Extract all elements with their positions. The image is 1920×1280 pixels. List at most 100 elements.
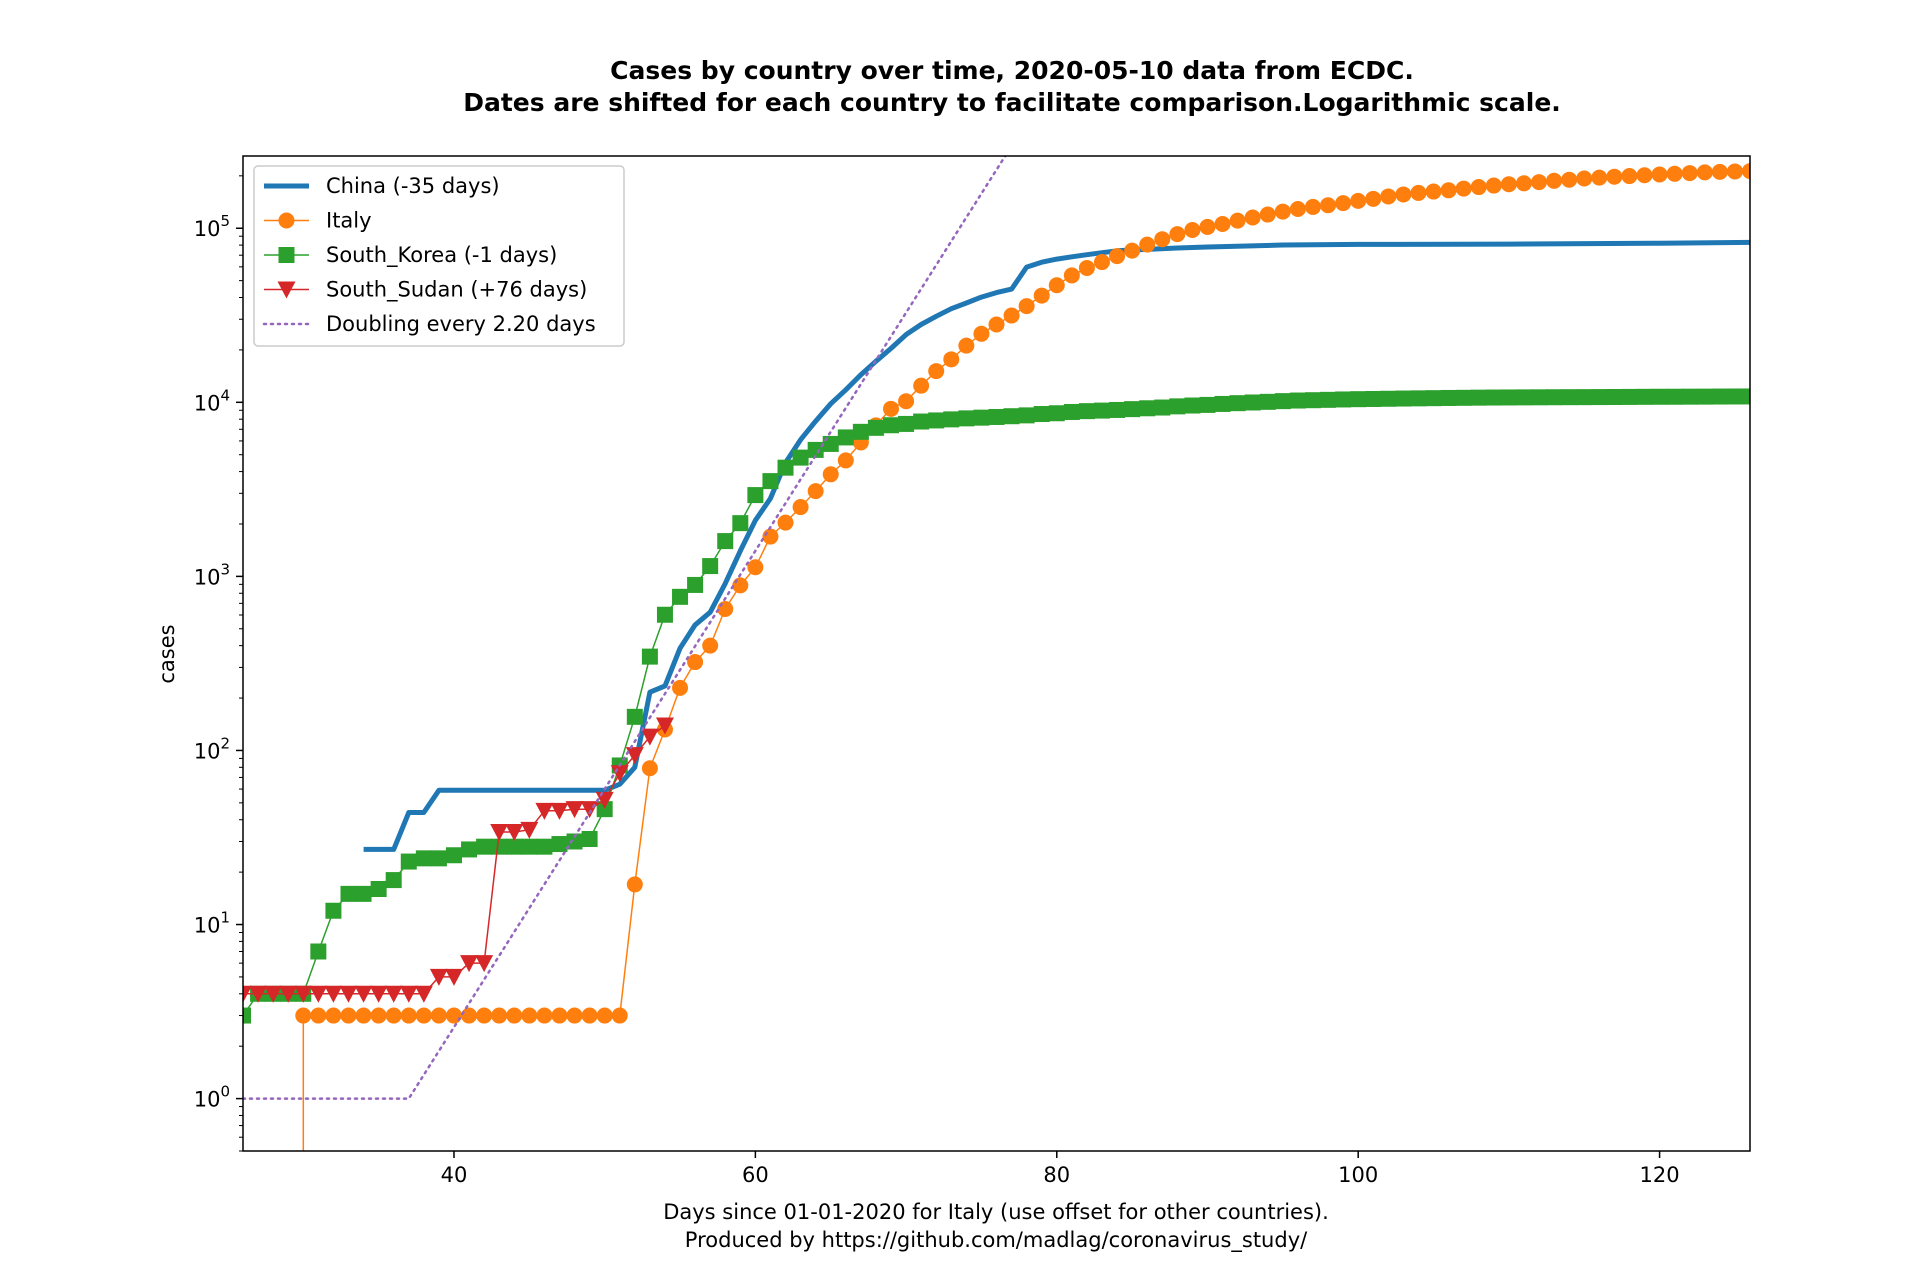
data-point bbox=[1500, 389, 1517, 406]
data-point bbox=[717, 600, 734, 617]
data-point bbox=[1109, 401, 1126, 418]
data-point bbox=[898, 415, 915, 432]
data-point bbox=[1742, 163, 1750, 180]
data-point bbox=[1078, 403, 1095, 420]
plot-area bbox=[242, 155, 1751, 1152]
data-point bbox=[672, 679, 689, 696]
data-point bbox=[1561, 171, 1578, 188]
data-point bbox=[1470, 389, 1487, 406]
data-point bbox=[1666, 165, 1683, 182]
data-point bbox=[536, 1007, 553, 1024]
data-point bbox=[747, 559, 764, 576]
data-point bbox=[672, 588, 689, 605]
data-point bbox=[1289, 392, 1306, 409]
data-point bbox=[1546, 389, 1563, 406]
data-point bbox=[414, 985, 433, 1003]
data-point bbox=[1365, 190, 1382, 207]
data-point bbox=[595, 791, 614, 809]
data-point bbox=[1726, 163, 1743, 180]
data-point bbox=[354, 985, 373, 1003]
x-tick-label: 60 bbox=[742, 1163, 769, 1187]
data-point bbox=[566, 1007, 583, 1024]
legend-item: South_Sudan (+76 days) bbox=[264, 278, 587, 303]
data-point bbox=[491, 838, 508, 855]
data-point bbox=[325, 1007, 342, 1024]
data-point bbox=[415, 1007, 432, 1024]
data-point bbox=[551, 836, 568, 853]
data-point bbox=[1726, 388, 1743, 405]
data-point bbox=[445, 847, 462, 864]
data-point bbox=[655, 717, 674, 735]
data-point bbox=[400, 1007, 417, 1024]
data-point bbox=[928, 412, 945, 429]
data-point bbox=[1259, 393, 1276, 410]
data-point bbox=[626, 876, 643, 893]
data-point bbox=[1380, 188, 1397, 205]
data-point bbox=[476, 838, 493, 855]
data-point bbox=[243, 1007, 251, 1024]
data-point bbox=[370, 880, 387, 897]
data-point bbox=[551, 1007, 568, 1024]
data-point bbox=[1033, 287, 1050, 304]
data-point bbox=[385, 872, 402, 889]
data-point bbox=[1169, 398, 1186, 415]
data-point bbox=[243, 985, 252, 1003]
data-point bbox=[883, 417, 900, 434]
data-point bbox=[1184, 222, 1201, 239]
data-point bbox=[444, 968, 463, 986]
legend-item: China (-35 days) bbox=[264, 174, 500, 198]
data-point bbox=[279, 985, 298, 1003]
data-point bbox=[898, 393, 915, 410]
data-point bbox=[460, 955, 479, 973]
data-point bbox=[1335, 195, 1352, 212]
data-point bbox=[294, 985, 313, 1003]
data-point bbox=[837, 452, 854, 469]
data-point bbox=[310, 1007, 327, 1024]
data-point bbox=[656, 606, 673, 623]
data-point bbox=[429, 968, 448, 986]
data-point bbox=[475, 955, 494, 973]
data-point bbox=[883, 400, 900, 417]
legend-marker bbox=[277, 281, 296, 299]
data-point bbox=[385, 1007, 402, 1024]
data-point bbox=[1289, 201, 1306, 218]
data-point bbox=[958, 410, 975, 427]
data-point bbox=[340, 885, 357, 902]
y-tick-label: 103 bbox=[194, 560, 230, 589]
legend-frame bbox=[253, 165, 625, 347]
data-point bbox=[943, 411, 960, 428]
data-point bbox=[1380, 390, 1397, 407]
data-point bbox=[852, 423, 869, 440]
data-point bbox=[1531, 389, 1548, 406]
data-point bbox=[1124, 401, 1141, 418]
series-doubling-every-2-20-days bbox=[243, 156, 1007, 1100]
data-point bbox=[1636, 167, 1653, 184]
x-tick-label: 80 bbox=[1043, 1163, 1070, 1187]
data-point bbox=[476, 1007, 493, 1024]
data-point bbox=[1214, 395, 1231, 412]
data-point bbox=[1606, 388, 1623, 405]
data-point bbox=[1320, 197, 1337, 214]
data-point bbox=[867, 419, 884, 436]
data-point bbox=[581, 830, 598, 847]
data-point bbox=[943, 351, 960, 368]
data-point bbox=[762, 528, 779, 545]
data-point bbox=[596, 1007, 613, 1024]
legend-label: Doubling every 2.20 days bbox=[326, 312, 596, 336]
data-point bbox=[1515, 389, 1532, 406]
data-point bbox=[596, 801, 613, 818]
data-point bbox=[792, 499, 809, 516]
data-point bbox=[1109, 248, 1126, 265]
data-point bbox=[1440, 389, 1457, 406]
y-axis: 100 101 102 103 104 105 bbox=[194, 175, 243, 1152]
series-italy bbox=[295, 163, 1750, 1151]
data-point bbox=[1711, 163, 1728, 180]
data-point bbox=[1485, 389, 1502, 406]
legend-item: Doubling every 2.20 days bbox=[262, 312, 596, 336]
legend-item: Italy bbox=[264, 209, 372, 233]
data-point bbox=[1440, 182, 1457, 199]
y-tick-label: 101 bbox=[194, 909, 230, 938]
data-point bbox=[1711, 388, 1728, 405]
data-point bbox=[1244, 394, 1261, 411]
data-point bbox=[310, 943, 327, 960]
